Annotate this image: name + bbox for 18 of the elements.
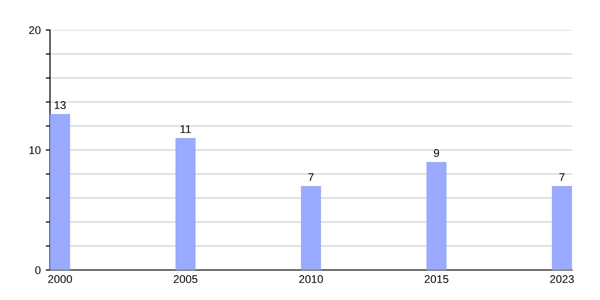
y-tick-label: 20 — [29, 26, 41, 34]
data-label: 9 — [434, 149, 440, 158]
data-label: 11 — [180, 125, 191, 133]
data-label: 13 — [54, 101, 66, 110]
bar — [300, 186, 322, 270]
bar — [175, 138, 196, 270]
x-tick-label: 2005 — [174, 275, 198, 284]
x-tick-label: 2015 — [424, 275, 448, 284]
data-label: 7 — [559, 173, 564, 181]
x-tick-label: 2023 — [550, 275, 574, 284]
data-label: 7 — [308, 173, 314, 181]
x-tick-label: 2000 — [48, 275, 72, 284]
bar — [426, 162, 447, 270]
bar — [50, 114, 70, 270]
x-tick-label: 2010 — [299, 275, 323, 284]
y-tick-label: 0 — [35, 266, 41, 274]
y-tick-label: 10 — [29, 146, 41, 154]
bar — [552, 186, 572, 270]
